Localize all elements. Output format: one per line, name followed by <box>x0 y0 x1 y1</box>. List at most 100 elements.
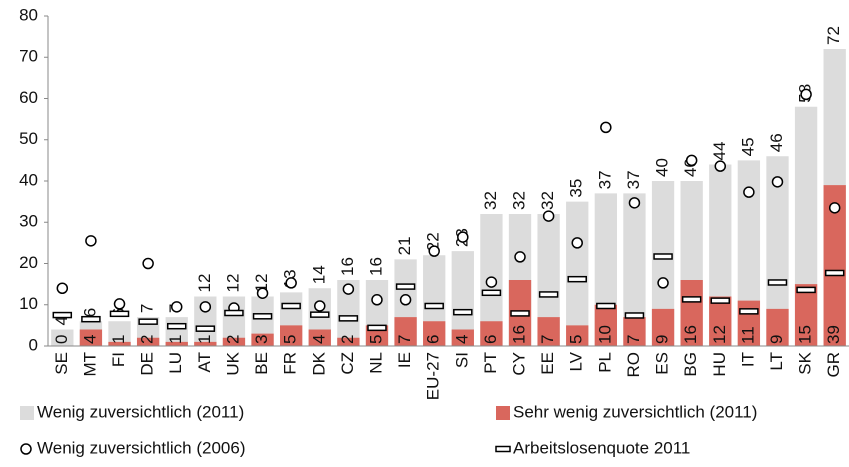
x-tick-label: PT <box>481 352 500 374</box>
x-tick-label: FI <box>109 352 128 367</box>
marker <box>628 197 641 209</box>
data-label: 44 <box>710 142 729 161</box>
marker <box>314 300 326 312</box>
x-tick-label: DK <box>309 351 328 375</box>
y-tick-label: 30 <box>19 212 38 231</box>
bar <box>537 317 560 346</box>
data-label: 9 <box>767 335 786 344</box>
marker <box>510 310 530 317</box>
x-tick-label: EU-27 <box>424 352 443 400</box>
marker <box>685 154 698 167</box>
marker <box>653 253 673 260</box>
data-label: 22 <box>424 232 443 251</box>
marker <box>252 313 273 320</box>
data-label: 10 <box>595 325 614 344</box>
marker <box>481 289 502 297</box>
bar <box>623 193 646 346</box>
marker <box>428 245 440 257</box>
marker <box>166 322 187 330</box>
legend-label: Arbeitslosenquote 2011 <box>513 438 690 457</box>
marker <box>767 279 788 286</box>
data-label: 6 <box>481 335 500 344</box>
data-label: 45 <box>738 137 757 156</box>
data-label: 7 <box>624 335 643 344</box>
data-label: 9 <box>653 335 672 344</box>
data-label: 32 <box>538 191 557 210</box>
bar <box>451 251 474 346</box>
marker <box>285 277 297 289</box>
bar <box>308 329 331 346</box>
y-tick-label: 80 <box>19 5 38 24</box>
x-tick-label: RO <box>624 352 643 378</box>
data-label: 7 <box>138 304 157 313</box>
bar <box>136 337 160 346</box>
data-label: 12 <box>252 274 271 293</box>
x-tick-label: CY <box>510 352 529 376</box>
x-tick-label: CZ <box>338 352 357 375</box>
marker <box>224 309 244 317</box>
y-tick-label: 70 <box>19 47 38 66</box>
x-tick-label: ES <box>653 352 672 375</box>
x-tick-label: SK <box>796 351 815 374</box>
bar <box>251 333 274 346</box>
data-label: 6 <box>424 335 443 344</box>
marker <box>52 311 73 319</box>
marker <box>743 186 755 198</box>
x-tick-label: UK <box>223 351 242 375</box>
x-tick-label: PL <box>595 352 614 373</box>
marker <box>600 121 612 134</box>
marker <box>371 294 383 306</box>
data-label: 4 <box>452 335 471 344</box>
marker <box>596 302 616 310</box>
data-label: 32 <box>481 191 500 210</box>
bar <box>651 181 675 346</box>
marker <box>485 276 498 288</box>
data-label: 5 <box>567 335 586 344</box>
x-tick-label: DE <box>138 352 157 376</box>
bar <box>480 321 503 346</box>
bar <box>537 214 560 346</box>
data-label: 12 <box>195 274 214 293</box>
marker <box>538 291 559 298</box>
marker <box>310 311 330 318</box>
marker <box>542 210 555 222</box>
marker <box>800 88 812 101</box>
marker <box>571 237 583 249</box>
legend-swatch <box>20 443 32 455</box>
data-label: 1 <box>195 335 214 344</box>
data-label: 2 <box>138 335 157 344</box>
marker <box>367 324 387 332</box>
marker <box>453 308 473 316</box>
data-label: 1 <box>166 335 185 344</box>
y-tick-label: 40 <box>19 170 38 189</box>
bar <box>394 317 417 346</box>
marker <box>514 251 526 263</box>
data-label: 16 <box>338 257 357 276</box>
bar <box>337 280 360 346</box>
data-label: 21 <box>395 236 414 255</box>
bar <box>566 201 589 346</box>
legend-swatch <box>496 406 510 420</box>
marker <box>199 301 212 313</box>
bar <box>594 304 617 346</box>
bar <box>451 329 474 346</box>
data-label: 14 <box>309 265 328 284</box>
marker <box>828 202 841 214</box>
data-label: 35 <box>567 179 586 198</box>
bar <box>766 308 789 346</box>
marker <box>710 297 731 304</box>
marker <box>824 269 845 277</box>
bar <box>823 185 846 346</box>
data-label: 39 <box>824 325 843 344</box>
legend-swatch <box>20 406 34 420</box>
x-tick-label: GR <box>824 352 843 378</box>
bar <box>794 284 818 346</box>
data-label: 16 <box>366 257 385 276</box>
data-label: 5 <box>281 335 300 344</box>
data-label: 6 <box>80 308 99 317</box>
data-label: 46 <box>767 133 786 152</box>
marker <box>657 277 669 289</box>
bar <box>423 321 446 346</box>
y-tick-label: 20 <box>19 253 38 272</box>
